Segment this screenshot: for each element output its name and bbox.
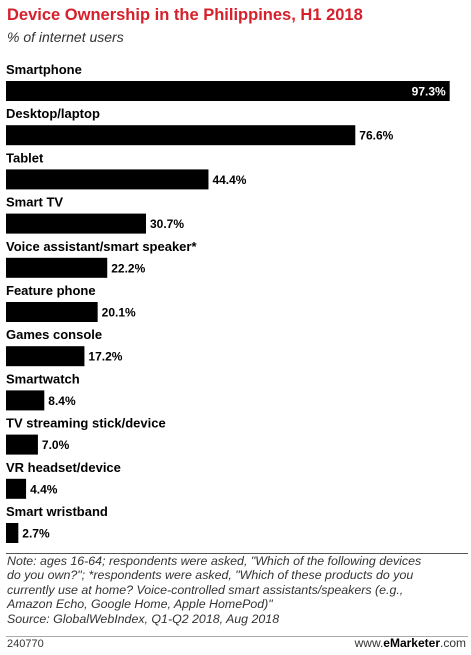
value-label: 2.7%	[22, 527, 50, 541]
bar	[6, 390, 45, 411]
value-label: 20.1%	[102, 306, 136, 320]
chart-subtitle: % of internet users	[7, 29, 124, 45]
value-label: 30.7%	[150, 217, 184, 231]
footer-divider	[6, 636, 468, 637]
note-line: Amazon Echo, Google Home, Apple HomePod)…	[7, 597, 273, 612]
category-label: Games console	[6, 327, 102, 342]
category-label: TV streaming stick/device	[6, 416, 166, 431]
category-label: VR headset/device	[6, 460, 121, 475]
category-label: Smart TV	[6, 195, 63, 210]
category-label: Smartwatch	[6, 371, 80, 386]
brand-link[interactable]: www.eMarketer.com	[355, 636, 466, 650]
chart-id: 240770	[7, 638, 44, 650]
value-label: 4.4%	[30, 482, 58, 496]
value-label: 97.3%	[412, 85, 446, 99]
category-label: Feature phone	[6, 283, 96, 298]
chart-title: Device Ownership in the Philippines, H1 …	[7, 6, 363, 24]
bar	[6, 478, 27, 499]
bar	[6, 169, 209, 190]
value-label: 8.4%	[48, 394, 76, 408]
value-label: 7.0%	[42, 438, 70, 452]
bar	[6, 346, 85, 367]
bar	[6, 125, 356, 146]
brand-name: eMarketer	[383, 636, 440, 650]
brand-suffix: .com	[439, 636, 466, 650]
value-label: 22.2%	[111, 261, 145, 275]
chart-notes: Note: ages 16-64; respondents were asked…	[7, 554, 469, 626]
category-label: Smart wristband	[6, 504, 108, 519]
value-label: 76.6%	[359, 129, 393, 143]
note-line: currently use at home? Voice-controlled …	[7, 582, 404, 597]
source-line: Source: GlobalWebIndex, Q1-Q2 2018, Aug …	[7, 611, 280, 626]
note-line: do you own?"; *respondents were asked, "…	[7, 568, 414, 583]
bar	[6, 523, 19, 543]
category-label: Desktop/laptop	[6, 106, 100, 121]
brand-prefix: www.	[354, 636, 384, 650]
bar	[6, 302, 98, 322]
category-label: Smartphone	[6, 62, 82, 77]
value-label: 17.2%	[88, 350, 122, 364]
notes-divider	[6, 553, 468, 554]
bar	[6, 257, 108, 278]
bar	[6, 213, 146, 234]
bar-chart: Smartphone 97.3% Desktop/laptop 76.6% Tablet…	[6, 62, 450, 543]
category-label: Tablet	[6, 150, 44, 165]
value-label: 44.4%	[212, 173, 246, 187]
bar	[6, 434, 38, 455]
bar	[6, 81, 450, 101]
category-label: Voice assistant/smart speaker*	[6, 239, 197, 254]
note-line: Note: ages 16-64; respondents were asked…	[7, 554, 422, 568]
